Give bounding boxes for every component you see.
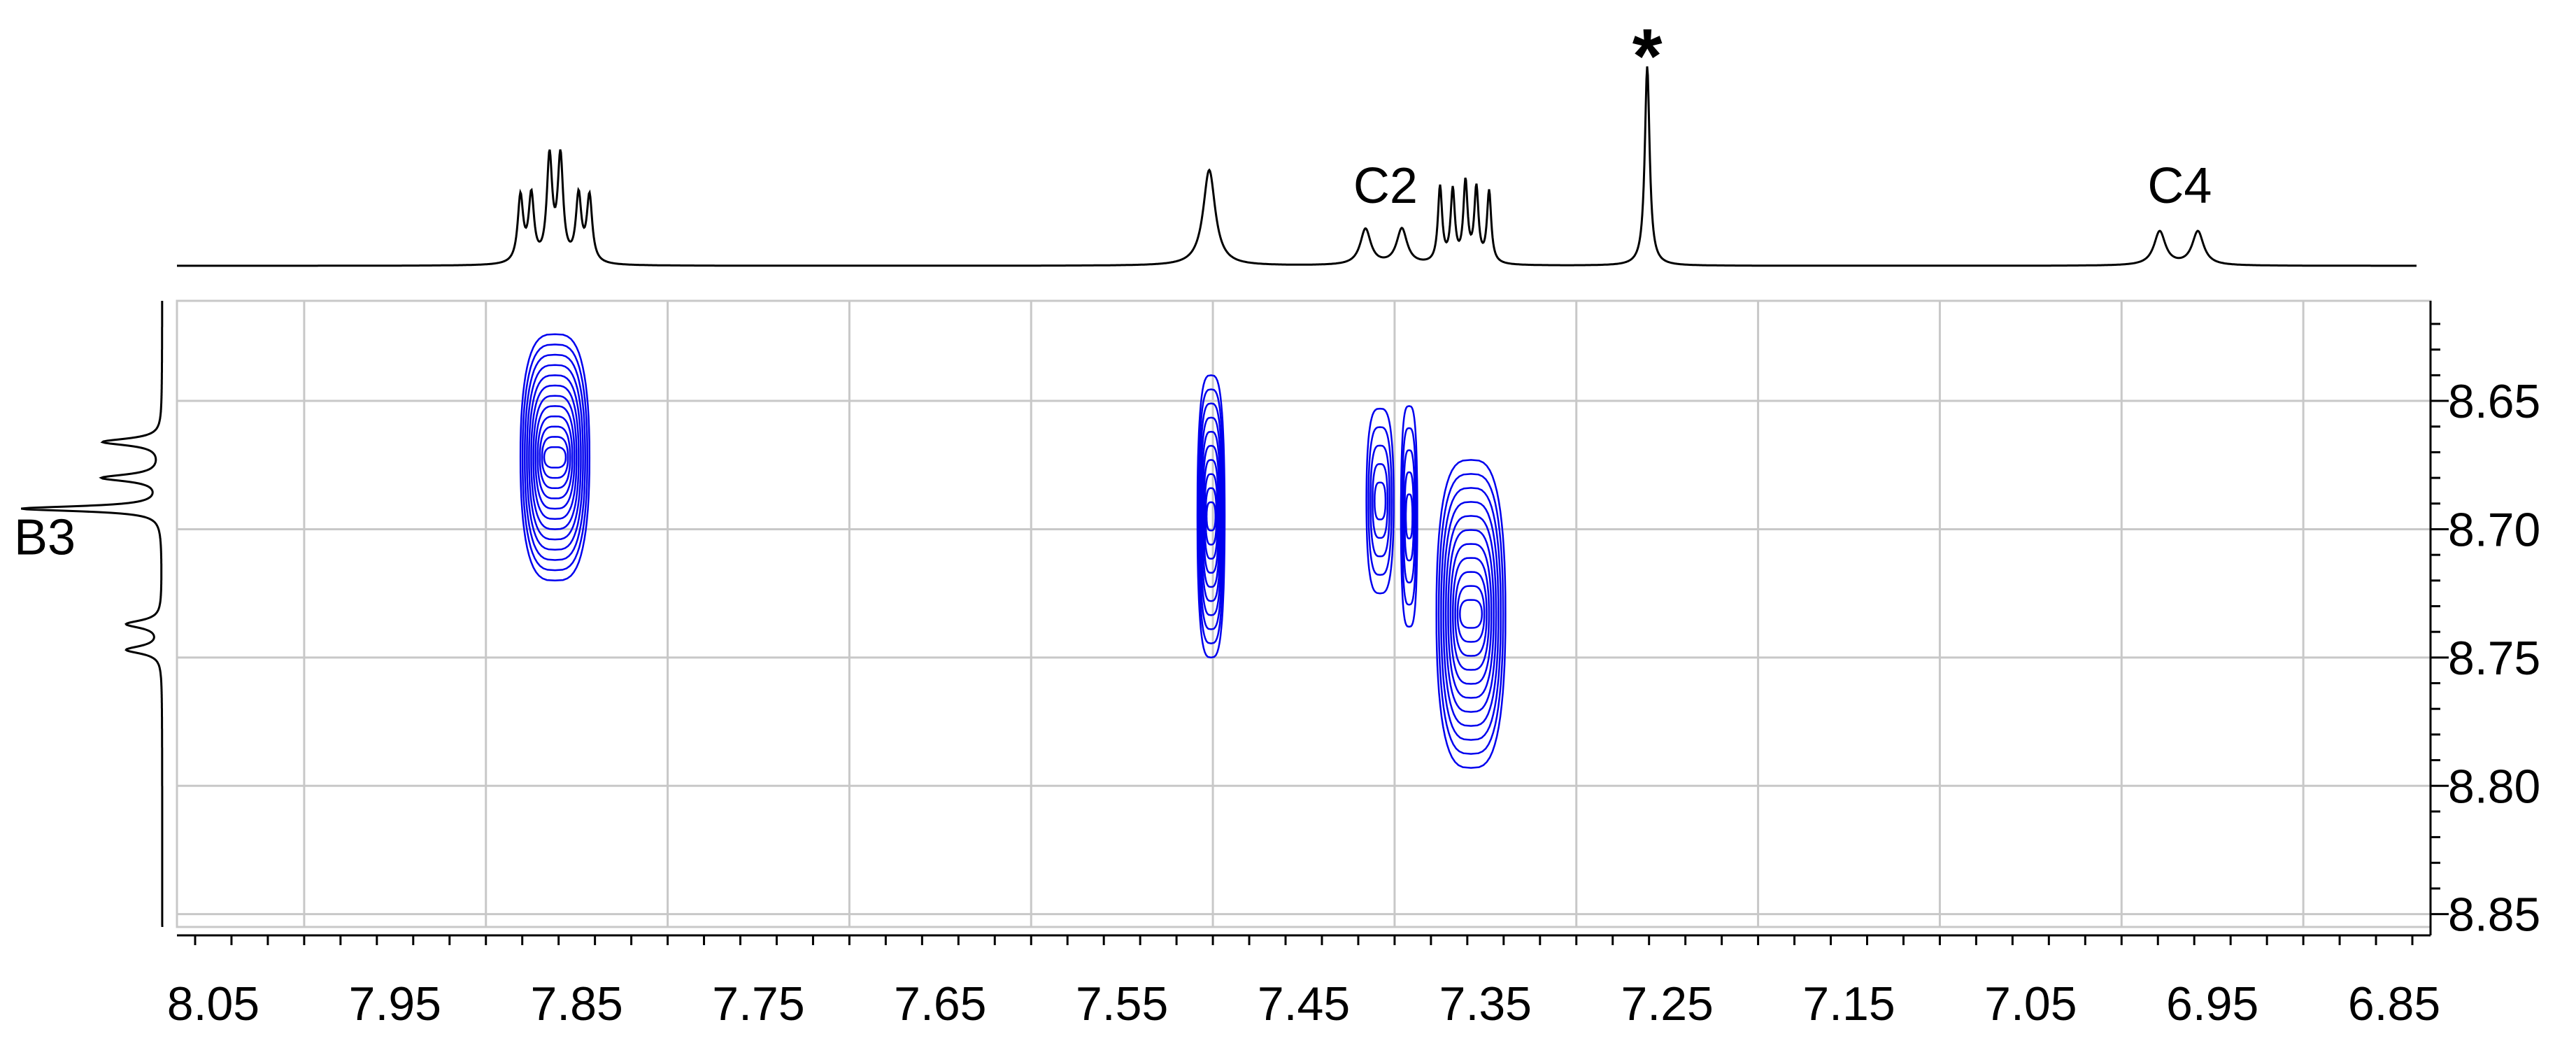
- contour-level: [1202, 444, 1221, 588]
- contour-level: [524, 353, 586, 561]
- contour-level: [1404, 493, 1414, 539]
- contour-level: [1451, 557, 1490, 671]
- annotation-label: C2: [1353, 158, 1418, 214]
- contour-level: [530, 384, 580, 530]
- contour-level: [534, 405, 576, 510]
- annotation-label: C4: [2147, 158, 2212, 214]
- annotation-asterisk: *: [1632, 13, 1663, 99]
- top-projection-spectrum: [177, 66, 2417, 267]
- x-axis-ticks: 8.05 7.95 7.85 7.75 7.65 7.55 7.45 7.35 7.25 7.15…: [167, 935, 2440, 1031]
- contour-level: [1447, 529, 1495, 699]
- y-tick-label: 8.65: [2448, 375, 2540, 428]
- contour-level: [536, 415, 574, 500]
- y-axis-ticks: 8.65 8.70 8.75 8.80 8.85: [2431, 323, 2540, 942]
- contour-level: [1204, 487, 1218, 546]
- contour-level: [1369, 444, 1391, 558]
- x-tick-label: 7.65: [894, 977, 986, 1031]
- contour-level: [1400, 405, 1418, 628]
- contour-level: [526, 364, 584, 551]
- left-projection-spectrum: [21, 301, 164, 927]
- contour-level: [539, 425, 571, 490]
- plot-border: [176, 299, 2432, 928]
- contour-level: [532, 395, 578, 520]
- contour-level: [1459, 599, 1483, 629]
- x-tick-label: 7.35: [1439, 977, 1532, 1031]
- x-tick-label: 7.25: [1621, 977, 1713, 1031]
- contour-level: [1435, 459, 1507, 769]
- contour-level: [1404, 471, 1415, 562]
- contour-level: [1200, 430, 1222, 602]
- contour-level: [519, 333, 591, 582]
- y-tick-label: 8.80: [2448, 760, 2540, 813]
- plot-frame: [176, 299, 2432, 937]
- contour-level: [1367, 426, 1393, 576]
- contour-level: [1196, 374, 1226, 659]
- contour-level: [1402, 449, 1416, 583]
- y-tick-label: 8.75: [2448, 632, 2540, 685]
- contour-plot: [519, 333, 1507, 769]
- y-tick-label: 8.70: [2448, 503, 2540, 556]
- contour-level: [1401, 427, 1417, 606]
- contour-level: [1365, 407, 1395, 595]
- x-tick-label: 7.75: [712, 977, 804, 1031]
- contour-level: [1197, 388, 1225, 644]
- grid-lines: [177, 301, 2431, 927]
- contour-level: [1449, 543, 1493, 685]
- contour-level: [1202, 459, 1220, 574]
- contour-level: [521, 344, 588, 572]
- annotation-label: B3: [14, 509, 76, 565]
- x-tick-label: 8.05: [167, 977, 259, 1031]
- contour-level: [1456, 585, 1486, 643]
- x-tick-label: 7.95: [349, 977, 441, 1031]
- contour-level: [1205, 501, 1217, 532]
- top-projection-trace: [177, 66, 2417, 267]
- x-tick-label: 7.45: [1258, 977, 1350, 1031]
- left-projection-trace: [21, 301, 164, 927]
- contour-level: [1437, 473, 1504, 755]
- contour-level: [1444, 515, 1497, 713]
- contour-level: [1203, 473, 1218, 560]
- contour-level: [543, 446, 567, 469]
- contour-level: [1198, 402, 1224, 630]
- contour-level: [1372, 463, 1389, 539]
- x-tick-label: 7.85: [530, 977, 622, 1031]
- peak-annotations: * C2 C4 B3: [14, 13, 2212, 565]
- contour-level: [1442, 501, 1500, 727]
- contour-level: [1374, 481, 1387, 520]
- x-tick-label: 6.85: [2348, 977, 2440, 1031]
- contour-level: [1440, 487, 1502, 741]
- x-tick-label: 6.95: [2166, 977, 2258, 1031]
- x-tick-label: 7.15: [1802, 977, 1895, 1031]
- contour-level: [541, 436, 569, 479]
- contour-level: [528, 374, 582, 541]
- y-tick-label: 8.85: [2448, 888, 2540, 942]
- contour-level: [1454, 571, 1488, 657]
- x-tick-label: 7.05: [1984, 977, 2077, 1031]
- contour-level: [1200, 416, 1223, 616]
- x-tick-label: 7.55: [1076, 977, 1168, 1031]
